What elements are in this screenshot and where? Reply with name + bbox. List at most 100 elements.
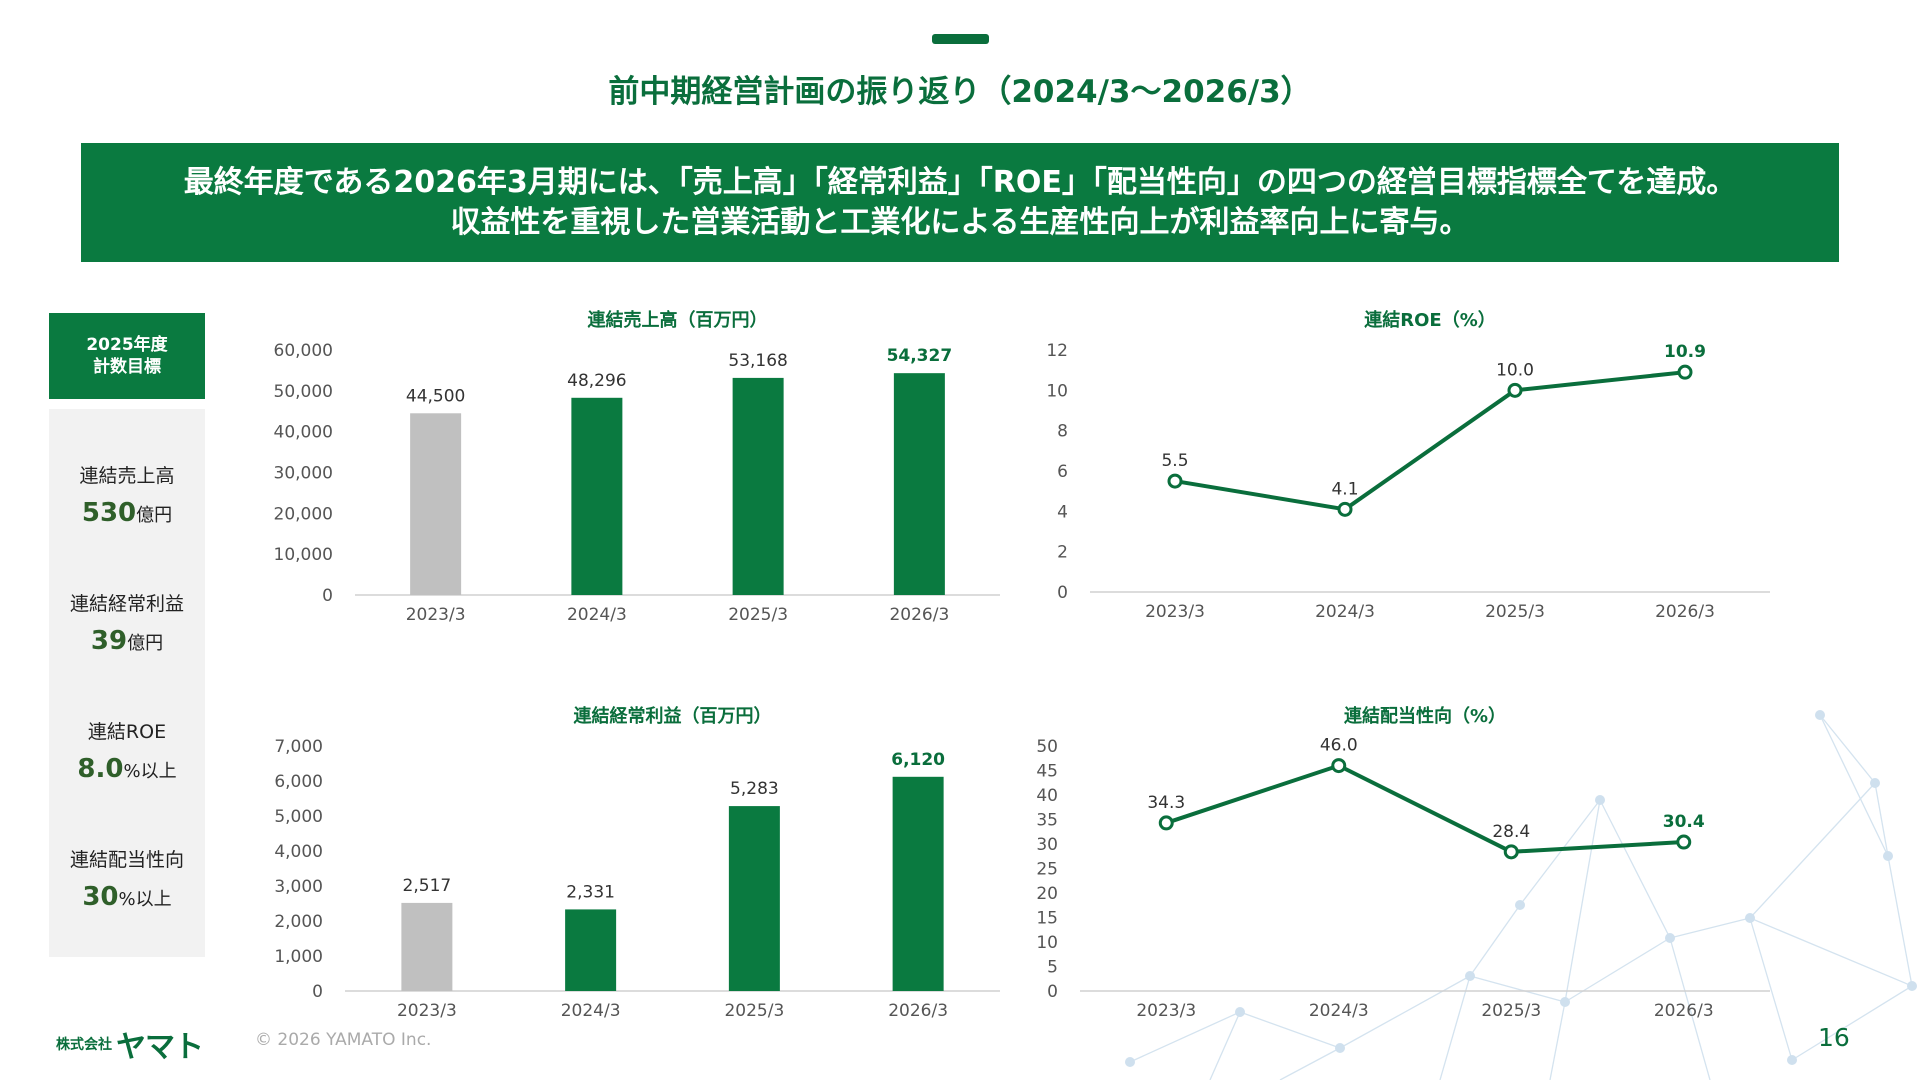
data-label: 54,327 [887, 346, 953, 366]
y-tick-label: 2,000 [274, 912, 323, 932]
x-tick-label: 2024/3 [567, 605, 627, 625]
y-tick-label: 5 [1047, 958, 1058, 978]
data-point [1503, 844, 1519, 860]
chart-title: 連結経常利益（百万円） [574, 705, 772, 727]
y-tick-label: 20,000 [274, 504, 333, 524]
data-label: 30.4 [1663, 812, 1705, 832]
bar [571, 397, 623, 595]
target-ordinary-profit: 連結経常利益 39億円 [49, 589, 205, 656]
y-tick-label: 1,000 [274, 947, 323, 967]
y-tick-label: 40 [1036, 786, 1058, 806]
y-tick-label: 20 [1036, 884, 1058, 904]
data-label: 46.0 [1320, 736, 1358, 756]
x-tick-label: 2025/3 [1485, 602, 1545, 622]
data-label: 2,517 [403, 876, 452, 896]
x-tick-label: 2023/3 [406, 605, 466, 625]
y-tick-label: 3,000 [274, 877, 323, 897]
data-label: 10.9 [1664, 342, 1706, 362]
data-point [1337, 501, 1353, 517]
chart-title: 連結売上高（百万円） [588, 309, 768, 331]
y-tick-label: 50,000 [274, 382, 333, 402]
x-tick-label: 2023/3 [1145, 602, 1205, 622]
target-value: 8.0 [77, 754, 124, 784]
data-label: 34.3 [1147, 793, 1185, 813]
y-tick-label: 2 [1057, 543, 1068, 563]
data-label: 2,331 [566, 882, 615, 902]
bar [565, 909, 617, 991]
data-point [1507, 382, 1523, 398]
target-label: 連結経常利益 [69, 593, 184, 615]
y-tick-label: 0 [312, 982, 323, 1002]
y-tick-label: 4 [1057, 502, 1068, 522]
target-sales: 連結売上高 530億円 [49, 461, 205, 528]
summary-banner: 最終年度である2026年3月期には、「売上高」「経常利益」「ROE」「配当性向」… [81, 143, 1839, 262]
y-tick-label: 4,000 [274, 842, 323, 862]
data-label: 10.0 [1496, 360, 1534, 380]
x-tick-label: 2025/3 [728, 605, 788, 625]
x-tick-label: 2024/3 [1315, 602, 1375, 622]
y-tick-label: 60,000 [274, 341, 333, 361]
x-tick-label: 2024/3 [561, 1001, 621, 1021]
target-unit: 億円 [136, 505, 173, 526]
page-number: 16 [1818, 1023, 1850, 1052]
y-tick-label: 0 [322, 586, 333, 606]
sales-bar-chart: 連結売上高（百万円） 0 10,000 20,000 30,000 40,000 50,00… [274, 309, 1000, 625]
data-label: 28.4 [1492, 822, 1530, 842]
y-tick-label: 50 [1036, 737, 1058, 757]
y-tick-label: 6,000 [274, 772, 323, 792]
y-tick-label: 8 [1057, 422, 1068, 442]
target-label: 連結売上高 [79, 465, 175, 487]
y-tick-label: 6 [1057, 462, 1068, 482]
x-tick-label: 2023/3 [1136, 1001, 1196, 1021]
series-line [1165, 763, 1684, 854]
page-title: 前中期経営計画の振り返り（2024/3～2026/3） [608, 74, 1312, 110]
data-label: 4.1 [1331, 479, 1358, 499]
target-unit: %以上 [123, 761, 177, 782]
data-label: 48,296 [567, 371, 626, 391]
data-point [1676, 834, 1692, 850]
series-line [1174, 370, 1686, 512]
y-tick-label: 10,000 [274, 545, 333, 565]
targets-heading: 2025年度 計数目標 [49, 313, 205, 399]
data-point [1167, 473, 1183, 489]
targets-panel: 連結売上高 530億円 連結経常利益 39億円 連結ROE 8.0%以上 連結配… [49, 409, 205, 957]
y-tick-label: 10 [1036, 933, 1058, 953]
chart-title: 連結ROE（%） [1364, 309, 1496, 331]
title-accent-bar [932, 34, 989, 44]
target-value: 39 [90, 626, 128, 656]
x-tick-label: 2026/3 [889, 605, 949, 625]
bar [893, 373, 945, 595]
target-value: 530 [81, 498, 137, 528]
y-tick-label: 12 [1046, 341, 1068, 361]
y-tick-label: 0 [1057, 583, 1068, 603]
target-roe: 連結ROE 8.0%以上 [49, 717, 205, 784]
y-tick-label: 30 [1036, 835, 1058, 855]
summary-line-1: 最終年度である2026年3月期には、「売上高」「経常利益」「ROE」「配当性向」… [183, 164, 1737, 200]
x-tick-label: 2026/3 [888, 1001, 948, 1021]
x-tick-label: 2024/3 [1309, 1001, 1369, 1021]
payout-ratio-line-chart: 連結配当性向（%） 0 5 10 15 20 25 30 35 40 45 50 2023/3 2024/… [1036, 705, 1770, 1021]
company-logo: 株式会社 ヤマト [56, 1022, 204, 1066]
y-tick-label: 30,000 [274, 464, 333, 484]
x-tick-label: 2025/3 [724, 1001, 784, 1021]
data-point [1331, 758, 1347, 774]
bar [401, 902, 453, 991]
x-tick-label: 2026/3 [1654, 1001, 1714, 1021]
y-tick-label: 40,000 [274, 423, 333, 443]
x-tick-label: 2026/3 [1655, 602, 1715, 622]
y-tick-label: 10 [1046, 381, 1068, 401]
y-tick-label: 5,000 [274, 807, 323, 827]
ordinary-profit-bar-chart: 連結経常利益（百万円） 0 1,000 2,000 3,000 4,000 5,000 6,0… [274, 705, 1000, 1021]
target-unit: %以上 [118, 889, 172, 910]
logo-prefix: 株式会社 [56, 1037, 112, 1053]
targets-heading-line1: 2025年度 [86, 335, 168, 355]
y-tick-label: 7,000 [274, 737, 323, 757]
targets-heading-line2: 計数目標 [93, 357, 161, 377]
chart-title: 連結配当性向（%） [1344, 705, 1506, 727]
roe-line-chart: 連結ROE（%） 0 2 4 6 8 10 12 2023/3 2024/3 2025/3 2026/… [1046, 309, 1770, 622]
bar [732, 377, 784, 595]
data-label: 5,283 [730, 779, 779, 799]
bar [410, 413, 462, 595]
bar [728, 806, 780, 991]
y-tick-label: 15 [1036, 909, 1058, 929]
